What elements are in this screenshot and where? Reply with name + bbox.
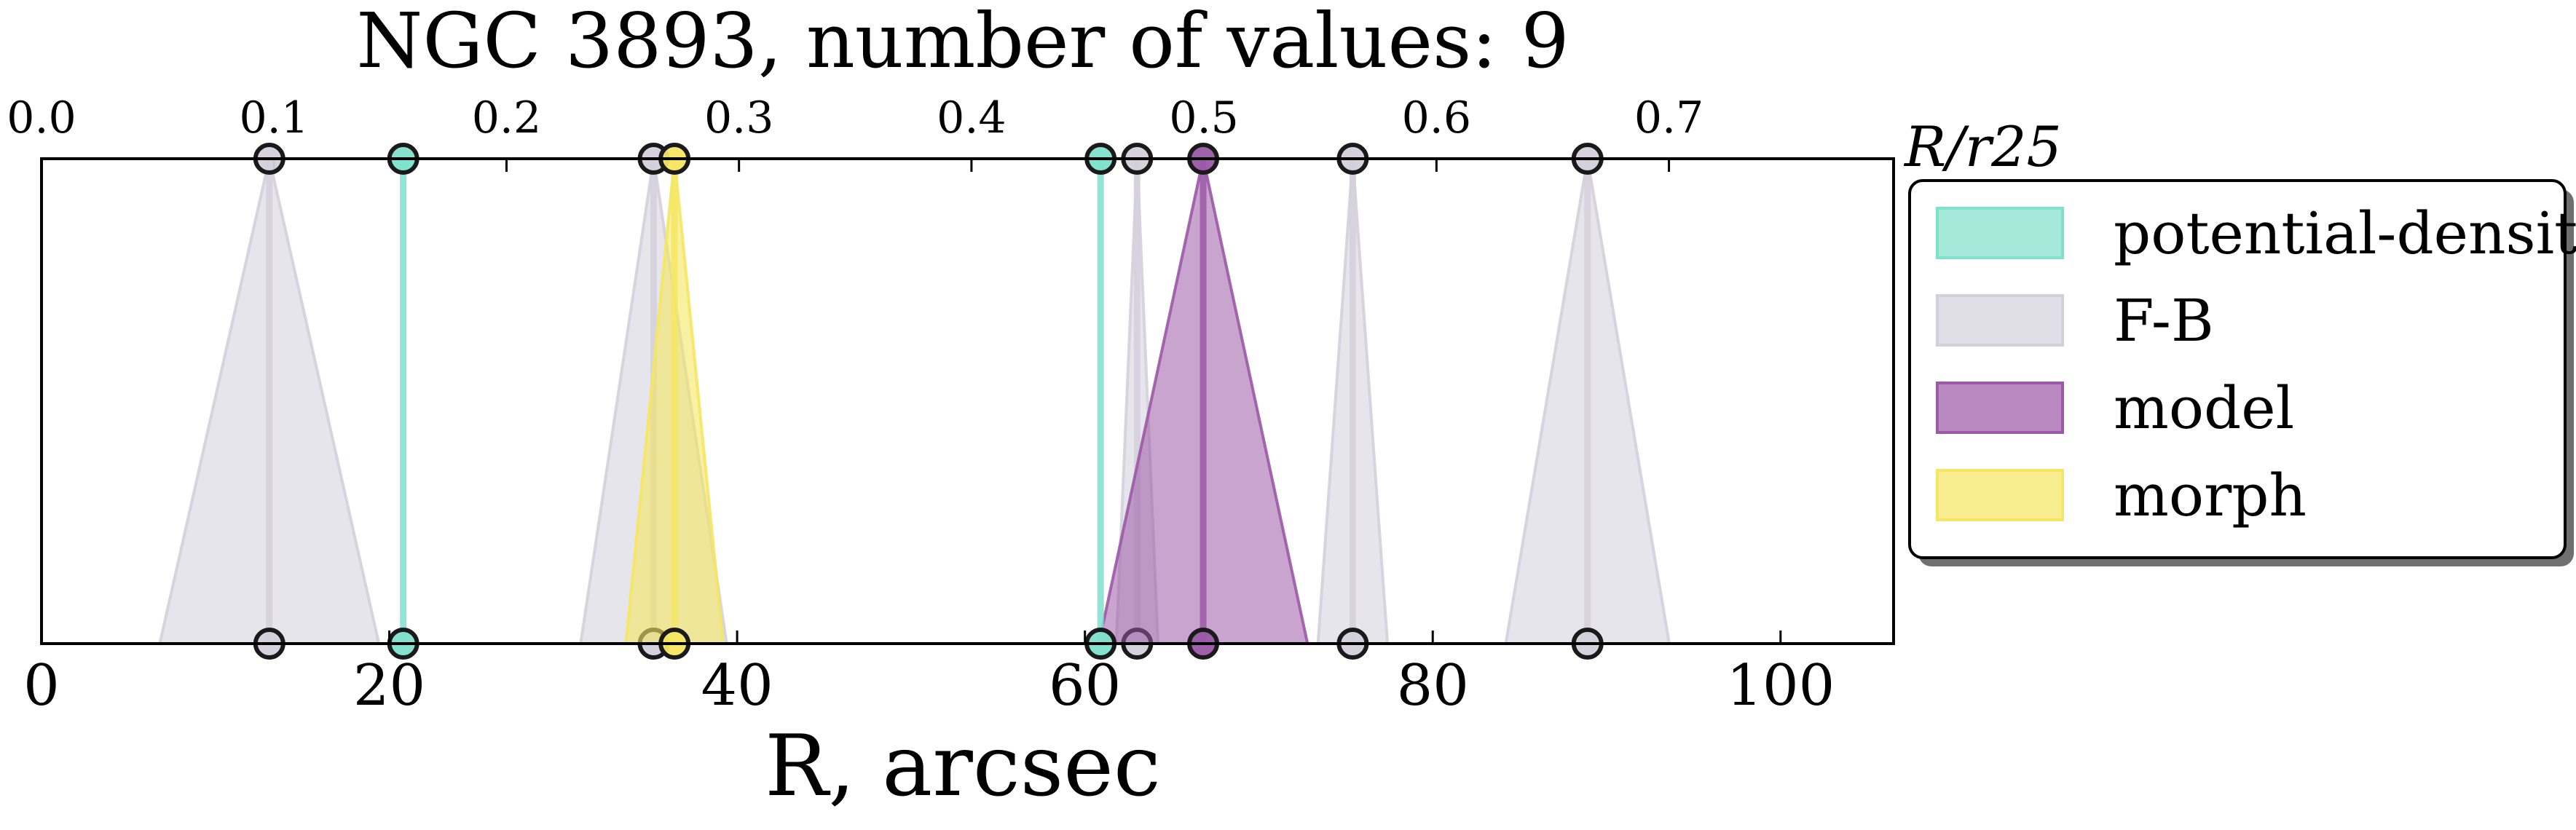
legend-swatch-model [1936,382,2064,434]
x2-tick-label: 0.2 [472,92,541,143]
secondary-axis-label: R/r25 [1903,114,2062,179]
plot-frame [40,157,1895,645]
legend-label-potential-density: potential-density [2114,199,2576,267]
legend: potential-density F-B model morph [1908,179,2576,566]
legend-swatch-morph [1936,469,2064,521]
x-axis-label: R, arcsec [765,717,1161,815]
potential-density-marker [387,143,420,660]
legend-label-f-b: F-B [2114,287,2214,355]
x2-tick-label: 0.6 [1402,92,1471,143]
f-b-marker [1316,143,1390,660]
legend-swatch-potential-density [1936,207,2064,259]
x2-tick-label: 0.0 [7,92,76,143]
top-tick-labels: 0.0 0.1 0.2 0.3 0.4 0.5 0.6 0.7 [7,92,1703,172]
x2-tick-label: 0.7 [1634,92,1703,143]
x2-tick-label: 0.4 [937,92,1006,143]
x-tick-label: 20 [353,653,425,719]
x2-tick-label: 0.1 [240,92,309,143]
f-b-marker [1504,143,1671,660]
legend-label-model: model [2114,374,2294,442]
x-tick-label: 80 [1397,653,1469,719]
morph-marker [624,143,725,660]
plot-area [40,143,1895,660]
legend-label-morph: morph [2114,462,2307,529]
x-tick-label: 100 [1726,653,1835,719]
x2-tick-label: 0.5 [1169,92,1238,143]
potential-density-marker [1084,143,1117,660]
x-tick-label: 0 [23,653,60,719]
chart-title: NGC 3893, number of values: 9 [356,0,1569,85]
legend-box [1908,179,2567,559]
legend-swatch-f-b [1936,294,2064,347]
f-b-marker [157,143,381,660]
x-tick-label: 40 [701,653,773,719]
x-tick-label: 60 [1049,653,1121,719]
bottom-tick-labels: 0 20 40 60 80 100 [23,631,1835,719]
x2-tick-label: 0.3 [704,92,773,143]
